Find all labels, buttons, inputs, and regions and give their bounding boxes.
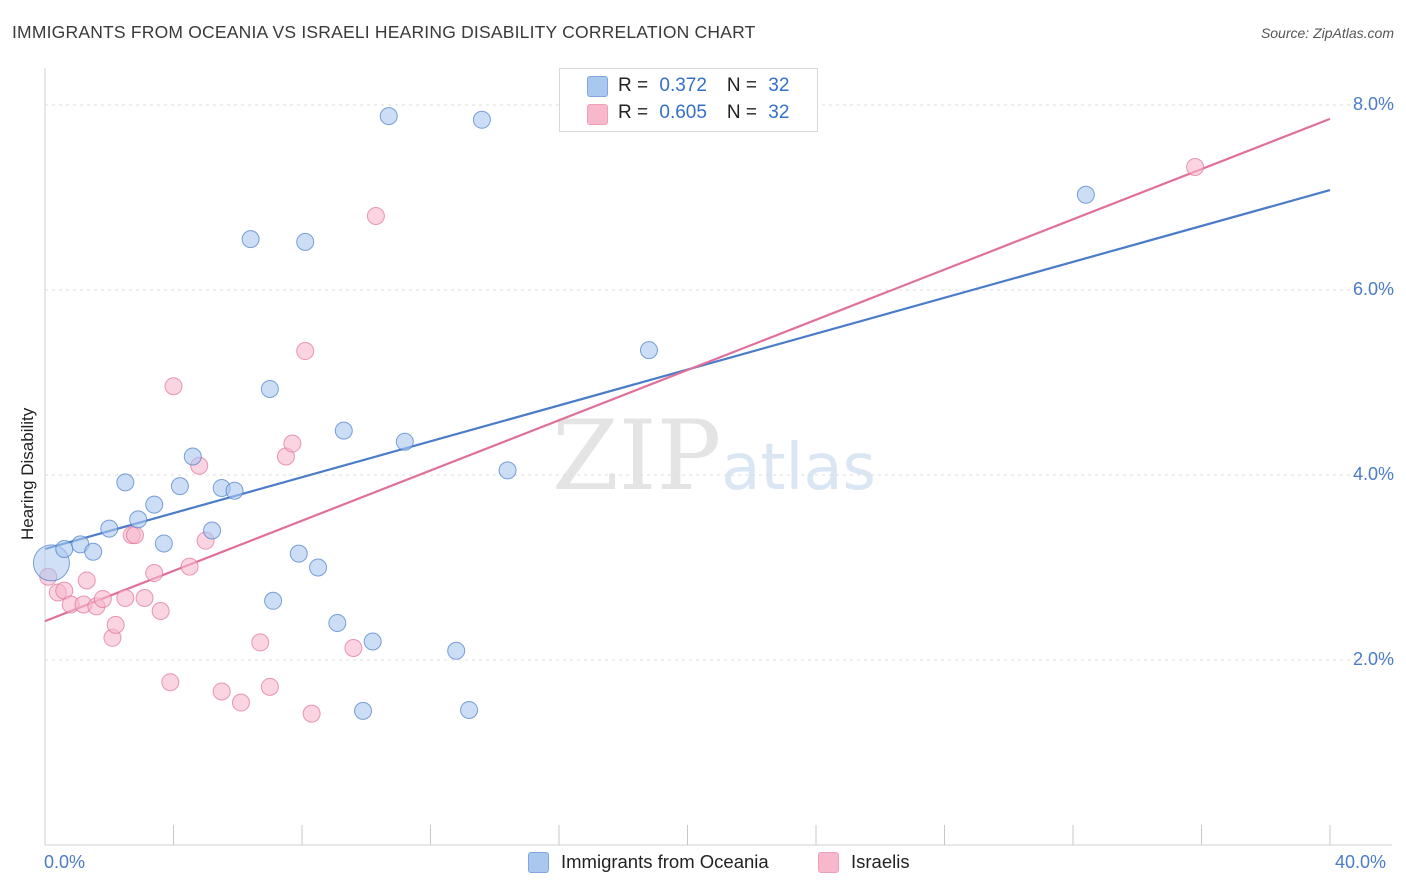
bottom-legend-label-israelis: Israelis (851, 851, 910, 872)
data-point-oceania (447, 641, 466, 660)
data-point-oceania (129, 510, 148, 529)
data-point-oceania (363, 632, 382, 651)
data-point-oceania (100, 519, 119, 538)
data-point-oceania (472, 110, 491, 129)
data-point-oceania (460, 700, 479, 719)
data-point-israelis (251, 633, 270, 652)
watermark: ZIPatlas (552, 400, 876, 512)
legend-r-label: R = (618, 75, 654, 96)
data-point-israelis (180, 557, 199, 576)
legend-n-value: 32 (768, 102, 790, 123)
data-point-oceania (145, 495, 164, 514)
source-label: Source: ZipAtlas.com (1260, 25, 1394, 41)
data-point-israelis (135, 589, 154, 608)
legend-n-label: N = (726, 75, 763, 96)
bottom-legend-israelis: Israelis (818, 851, 910, 873)
watermark-atlas: atlas (721, 431, 876, 505)
legend: R = 0.372 N = 32 R = 0.605 N = 32 (559, 68, 818, 132)
data-point-oceania (55, 540, 74, 558)
data-point-oceania (296, 232, 315, 251)
data-point-oceania (170, 477, 189, 496)
axes (44, 68, 1392, 846)
y-tick-label: 6.0% (1352, 279, 1394, 299)
data-point-oceania (260, 379, 279, 398)
y-tick-label: 4.0% (1352, 464, 1394, 484)
data-point-israelis (1186, 157, 1205, 176)
data-points (32, 107, 1205, 723)
legend-n-label: N = (726, 102, 763, 123)
data-point-oceania (289, 544, 308, 563)
data-point-oceania (154, 534, 173, 553)
data-point-oceania (264, 591, 283, 610)
bottom-legend-oceania: Immigrants from Oceania (528, 851, 769, 873)
data-point-israelis (161, 673, 180, 692)
data-point-oceania (498, 461, 517, 480)
data-point-israelis (302, 704, 321, 723)
data-point-oceania (1076, 185, 1095, 204)
data-point-israelis (260, 677, 279, 696)
legend-n-value: 32 (768, 75, 790, 96)
legend-row-israelis: R = 0.605 N = 32 (618, 101, 789, 125)
data-point-israelis (164, 377, 183, 396)
y-axis-label: Hearing Disability (18, 407, 37, 540)
data-point-israelis (344, 638, 363, 657)
y-tick-label: 8.0% (1352, 94, 1394, 114)
watermark-zip: ZIP (552, 400, 722, 512)
bottom-legend-label-oceania: Immigrants from Oceania (561, 851, 769, 872)
data-point-israelis (145, 564, 164, 583)
legend-swatch-oceania (587, 76, 608, 97)
legend-r-value: 0.372 (659, 75, 707, 96)
x-tick-label-min: 0.0% (44, 852, 86, 872)
data-point-israelis (125, 526, 144, 545)
data-point-israelis (116, 589, 135, 608)
bottom-legend-swatch-israelis (818, 851, 839, 873)
bottom-legend-swatch-oceania (528, 851, 549, 873)
trend-lines (44, 117, 1331, 623)
chart-title: IMMIGRANTS FROM OCEANIA VS ISRAELI HEARI… (12, 22, 756, 42)
trend-line-israelis (44, 117, 1331, 623)
data-point-oceania (116, 473, 135, 492)
x-tick-label-max: 40.0% (1335, 852, 1387, 872)
data-point-oceania (309, 558, 328, 577)
data-point-israelis (212, 682, 231, 701)
legend-swatch-israelis (587, 104, 608, 125)
legend-row-oceania: R = 0.372 N = 32 (618, 74, 789, 98)
legend-r-label: R = (618, 102, 654, 123)
data-point-oceania (334, 421, 353, 440)
data-point-israelis (231, 693, 250, 712)
data-point-israelis (151, 601, 170, 620)
data-point-oceania (379, 107, 398, 126)
data-point-israelis (93, 589, 112, 608)
data-point-oceania (225, 481, 244, 500)
data-point-israelis (283, 434, 302, 453)
data-point-oceania (639, 341, 658, 360)
data-point-israelis (296, 342, 315, 361)
data-point-oceania (84, 542, 103, 561)
data-point-oceania (203, 521, 222, 540)
data-point-israelis (106, 615, 125, 634)
legend-r-value: 0.605 (659, 102, 707, 123)
data-point-oceania (328, 614, 347, 632)
data-point-israelis (77, 571, 96, 590)
data-point-israelis (366, 207, 385, 225)
data-point-oceania (241, 230, 260, 249)
y-tick-label: 2.0% (1352, 649, 1394, 669)
data-point-oceania (395, 432, 414, 451)
data-point-oceania (183, 447, 202, 466)
grid-lines (45, 104, 1392, 661)
data-point-oceania (354, 701, 373, 720)
